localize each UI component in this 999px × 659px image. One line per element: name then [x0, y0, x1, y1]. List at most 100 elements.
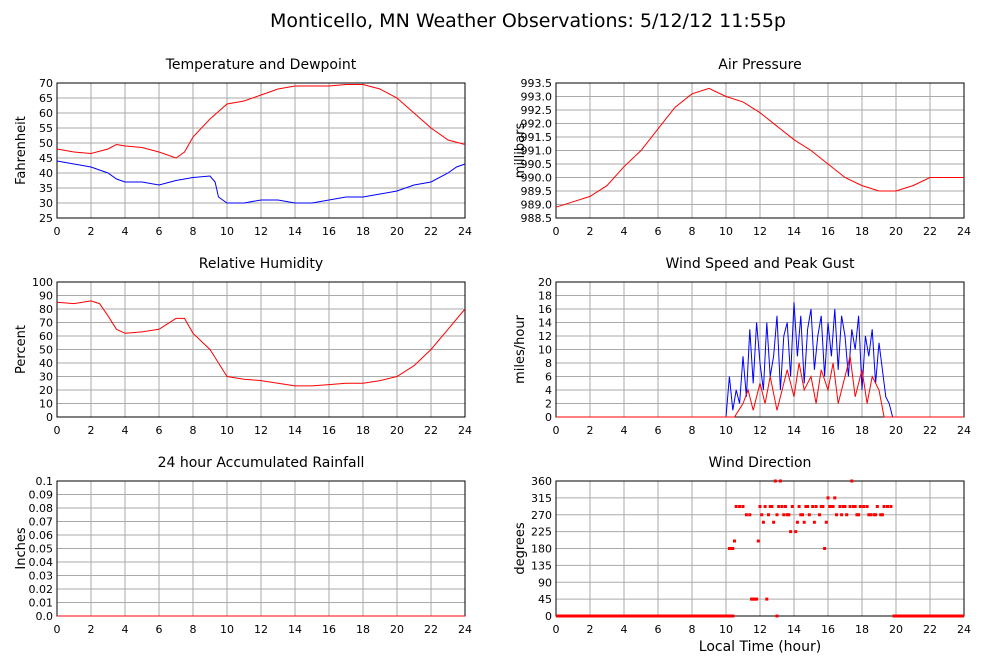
data-point [814, 505, 818, 508]
x-tick-label: 18 [356, 225, 370, 238]
data-point [775, 614, 779, 618]
x-tick-label: 22 [424, 623, 438, 636]
data-point [872, 513, 876, 517]
y-tick-label: 0.1 [36, 475, 54, 488]
y-tick-label: 0.0 [36, 610, 54, 623]
x-tick-label: 6 [156, 424, 163, 437]
plot-frame [555, 82, 965, 219]
data-point [850, 479, 854, 483]
data-point [807, 513, 811, 517]
y-tick-label: 270 [531, 509, 552, 522]
data-point [806, 505, 810, 508]
x-tick-label: 14 [787, 623, 801, 636]
x-tick-label: 10 [220, 424, 234, 437]
x-tick-label: 6 [655, 623, 662, 636]
y-axis-label: degrees [513, 522, 528, 575]
y-tick-label: 0.06 [29, 529, 54, 542]
x-tick-label: 12 [753, 623, 767, 636]
data-point [784, 505, 787, 508]
plot-frame [555, 281, 965, 418]
x-tick-label: 4 [621, 623, 628, 636]
x-tick-label: 24 [458, 424, 472, 437]
x-tick-label: 22 [923, 225, 937, 238]
data-point [780, 505, 784, 508]
y-tick-label: 8 [545, 357, 552, 370]
y-tick-label: 0.02 [29, 583, 54, 596]
data-point [755, 597, 759, 601]
y-tick-label: 50 [39, 137, 53, 150]
x-tick-label: 2 [587, 225, 594, 238]
data-point [879, 513, 883, 517]
data-point [843, 505, 847, 508]
y-tick-label: 225 [531, 526, 552, 539]
data-point [855, 513, 859, 517]
x-tick-label: 8 [689, 225, 696, 238]
series-1-line [56, 160, 466, 204]
x-tick-label: 6 [655, 424, 662, 437]
data-point [824, 520, 828, 524]
x-tick-label: 18 [356, 424, 370, 437]
data-point [838, 505, 842, 508]
y-tick-label: 45 [39, 152, 53, 165]
data-point [760, 513, 764, 517]
x-tick-label: 4 [621, 225, 628, 238]
data-point [886, 505, 889, 508]
x-tick-label: 12 [254, 623, 268, 636]
x-tick-label: 6 [156, 623, 163, 636]
x-tick-label: 10 [220, 225, 234, 238]
y-tick-label: 100 [32, 276, 53, 289]
y-tick-label: 0 [545, 610, 552, 623]
y-axis-label: Fahrenheit [14, 116, 29, 185]
x-tick-label: 16 [322, 424, 336, 437]
data-point [829, 505, 833, 508]
plot-frame [555, 480, 965, 617]
data-point [797, 505, 801, 508]
data-point [790, 505, 794, 508]
y-tick-label: 990.0 [521, 172, 553, 185]
x-tick-label: 8 [190, 623, 197, 636]
x-tick-label: 18 [855, 424, 869, 437]
x-tick-label: 16 [821, 225, 835, 238]
data-point [770, 505, 774, 508]
y-tick-label: 135 [531, 559, 552, 572]
y-tick-label: 70 [39, 317, 53, 330]
y-tick-label: 10 [39, 398, 53, 411]
x-tick-label: 4 [122, 225, 129, 238]
y-tick-label: 180 [531, 543, 552, 556]
data-point [756, 539, 760, 543]
y-tick-label: 20 [39, 384, 53, 397]
plot-frame [56, 82, 466, 219]
y-tick-label: 993.0 [521, 91, 553, 104]
x-tick-label: 6 [655, 225, 662, 238]
y-tick-label: 25 [39, 212, 53, 225]
x-tick-label: 2 [88, 623, 95, 636]
x-tick-label: 20 [889, 424, 903, 437]
x-tick-label: 24 [458, 623, 472, 636]
data-point [763, 505, 767, 508]
x-tick-label: 20 [390, 623, 404, 636]
x-tick-label: 16 [322, 623, 336, 636]
y-tick-label: 35 [39, 182, 53, 195]
data-point [862, 505, 866, 508]
data-point [778, 479, 782, 483]
chart-title: Temperature and Dewpoint [165, 57, 357, 73]
x-tick-label: 0 [54, 225, 61, 238]
x-tick-label: 18 [855, 225, 869, 238]
y-tick-label: 989.0 [521, 199, 553, 212]
y-tick-label: 0.08 [29, 502, 54, 515]
data-point [741, 505, 745, 508]
data-point [865, 505, 869, 508]
data-point [744, 513, 748, 517]
series-0-line [56, 84, 466, 159]
x-tick-label: 22 [923, 424, 937, 437]
x-tick-label: 8 [190, 225, 197, 238]
data-point [882, 505, 886, 508]
y-tick-label: 360 [531, 475, 552, 488]
x-tick-label: 2 [587, 623, 594, 636]
data-point [833, 496, 837, 500]
x-tick-label: 0 [553, 225, 560, 238]
